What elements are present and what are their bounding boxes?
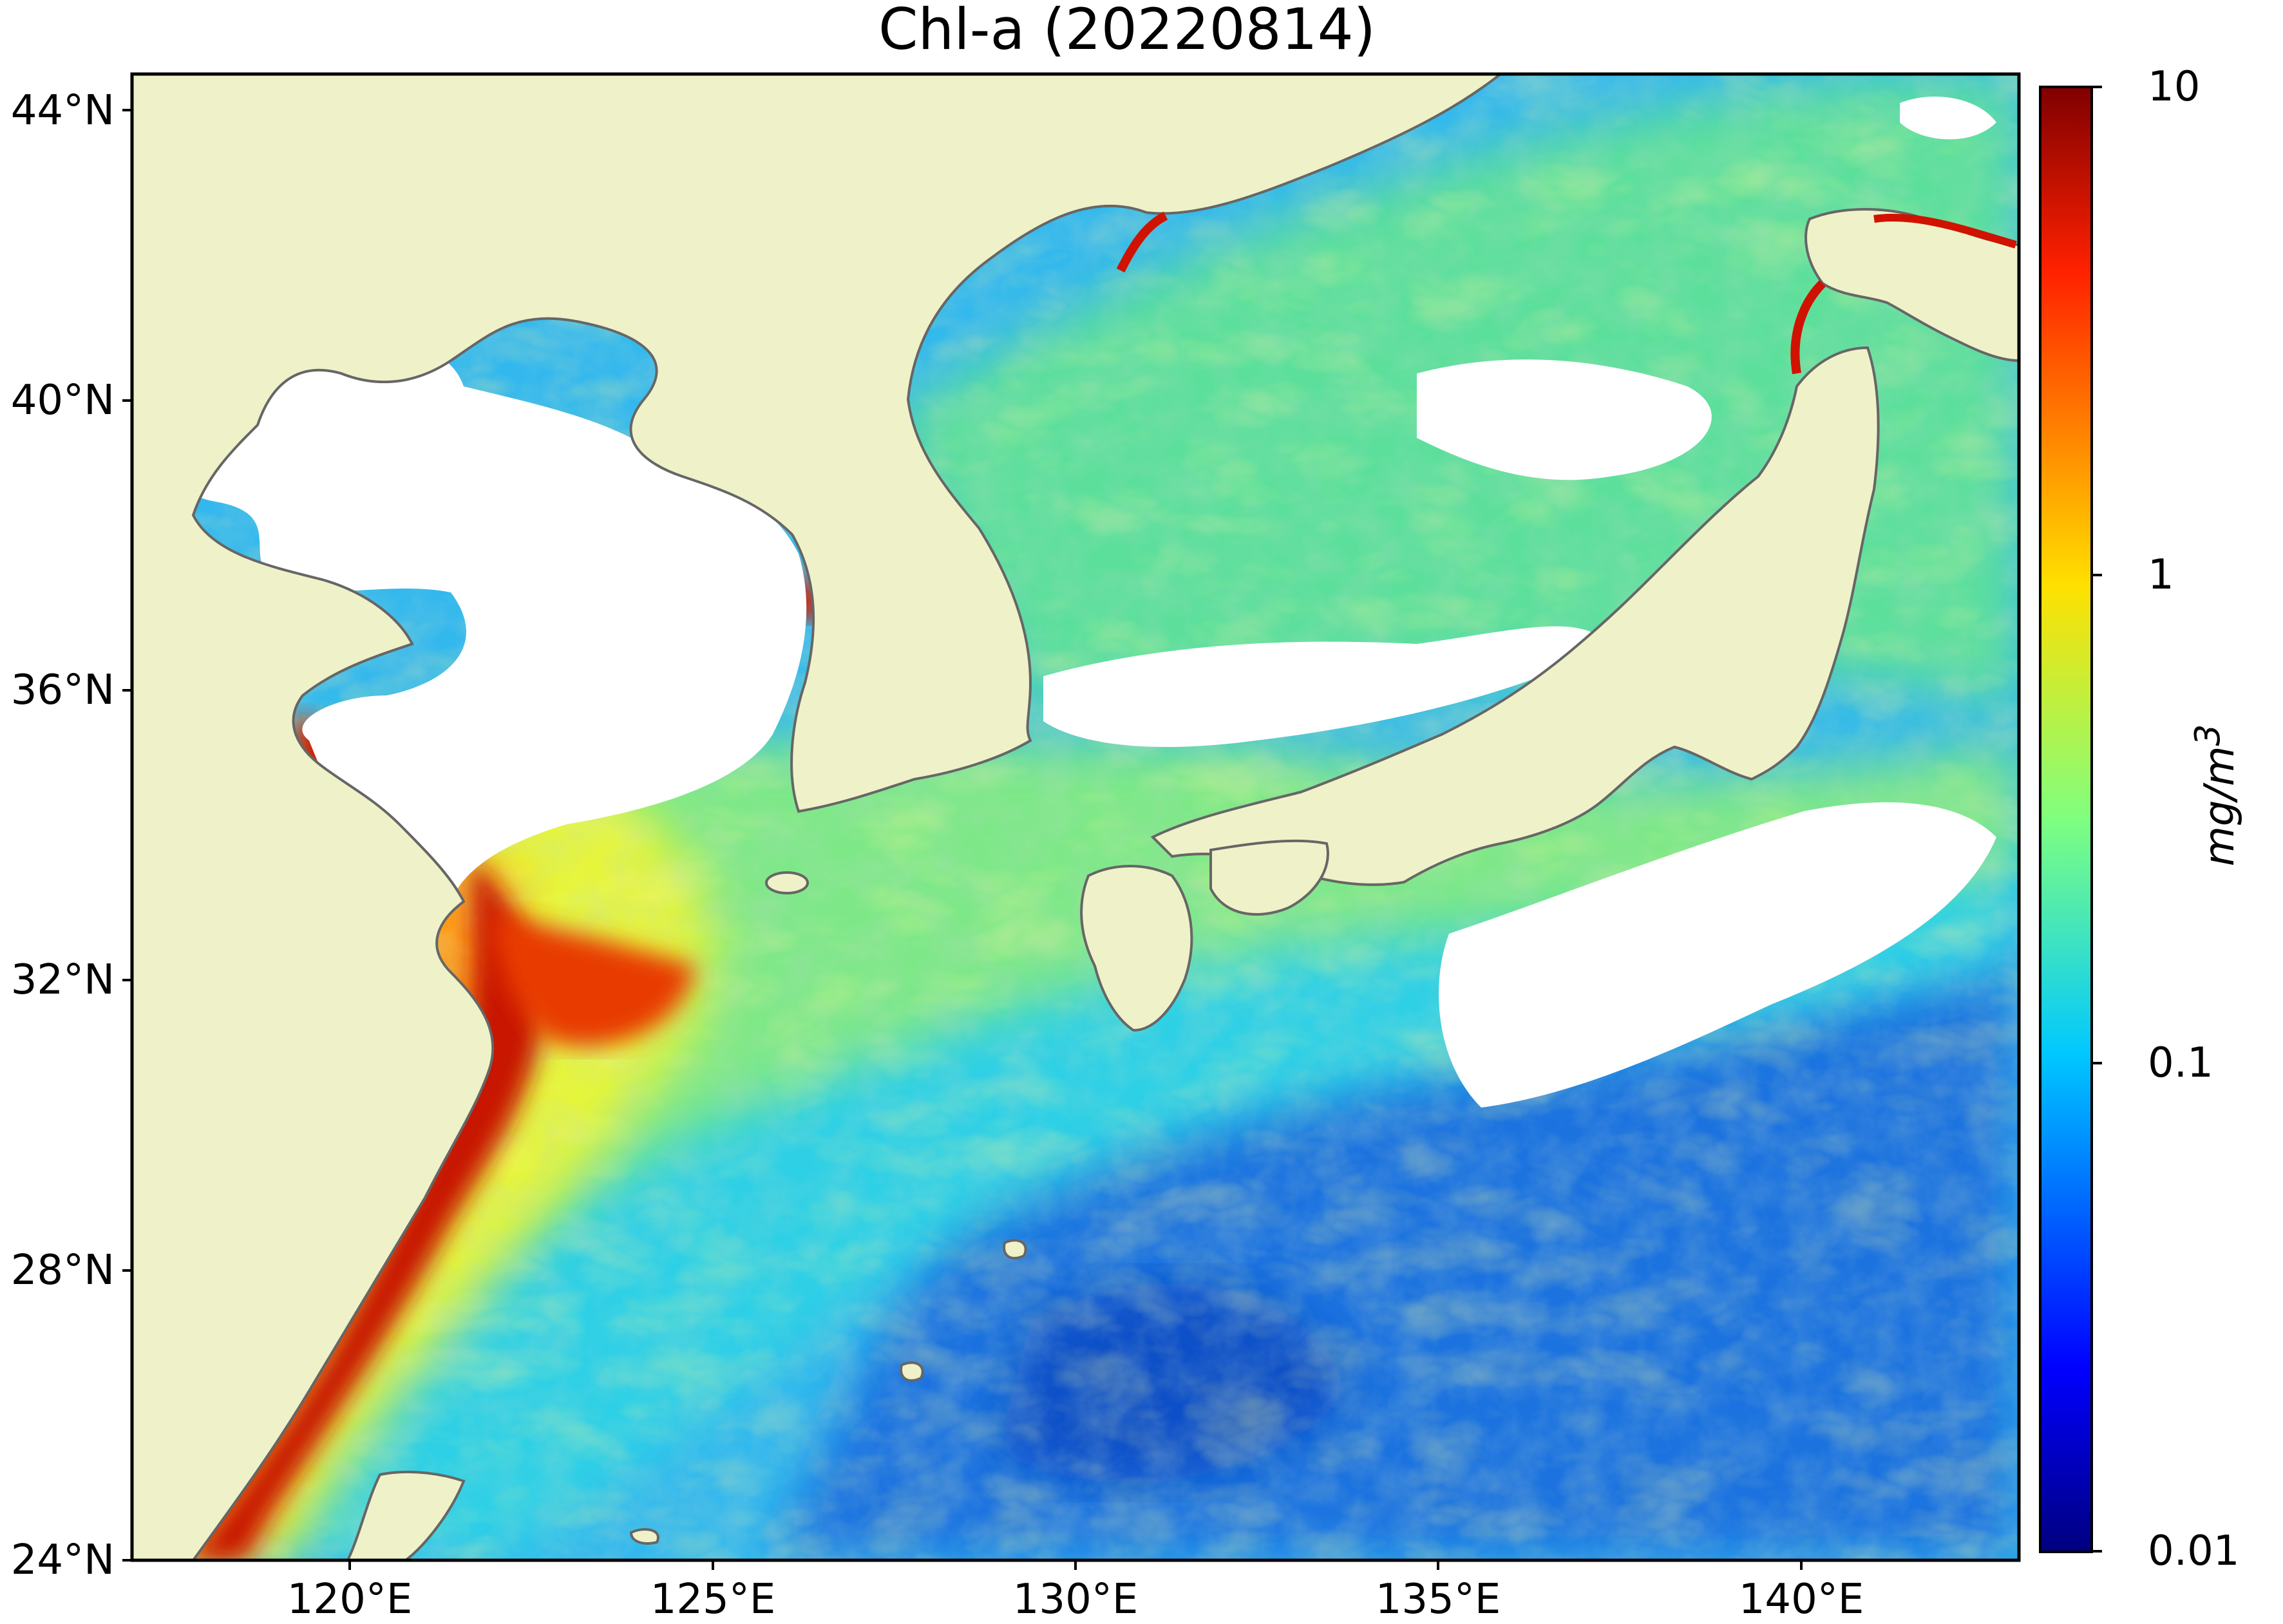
map-title: Chl-a (20220814) (878, 0, 1376, 62)
colorbar (2039, 86, 2093, 1553)
coastal-rim-hokkaido (1873, 214, 2017, 249)
map-area (132, 74, 2019, 1560)
pacific-cloud (1439, 802, 1996, 1108)
colorbar-label: 0.1 (2148, 1039, 2213, 1087)
lon-label: 140°E (1738, 1576, 1864, 1623)
yellow-sea-no-data (169, 347, 807, 905)
lat-label: 36°N (10, 666, 115, 714)
lat-label: 40°N (10, 377, 115, 424)
lon-label: 135°E (1375, 1576, 1501, 1623)
lat-label: 32°N (10, 956, 115, 1004)
coastal-rim-korea-ne (1116, 211, 1168, 273)
colorbar-label: 0.01 (2148, 1527, 2240, 1575)
lon-ticks (348, 1560, 1803, 1570)
japan-sea-cloud-south (1043, 626, 1610, 747)
japan-sea-cloud-east (1417, 359, 1712, 480)
yaeyama-island (629, 1528, 659, 1545)
lon-label: 120°E (287, 1576, 413, 1623)
lon-label: 130°E (1012, 1576, 1139, 1623)
coastal-rim-honshu-n (1790, 280, 1826, 375)
colorbar-label: 1 (2148, 551, 2174, 599)
amami-island (1003, 1239, 1027, 1260)
honshu (1150, 346, 1880, 886)
asia-mainland (132, 74, 1503, 1560)
taiwan (346, 1470, 466, 1560)
lat-label: 24°N (10, 1536, 115, 1584)
lat-ticks (122, 109, 132, 1562)
lon-label: 125°E (650, 1576, 776, 1623)
colorbar-label: 10 (2148, 63, 2201, 111)
kyushu (1080, 865, 1193, 1032)
colorbar-ticks (2092, 86, 2102, 1553)
jeju-island (765, 871, 809, 894)
lat-label: 28°N (10, 1247, 115, 1294)
yangtze-plume (489, 914, 696, 1046)
lat-label: 44°N (10, 87, 115, 135)
okinawa-island (900, 1361, 924, 1382)
hokkaido-cloud (1900, 97, 1996, 140)
shikoku (1209, 839, 1329, 916)
colorbar-unit-label: mg/m3 (2186, 724, 2244, 867)
